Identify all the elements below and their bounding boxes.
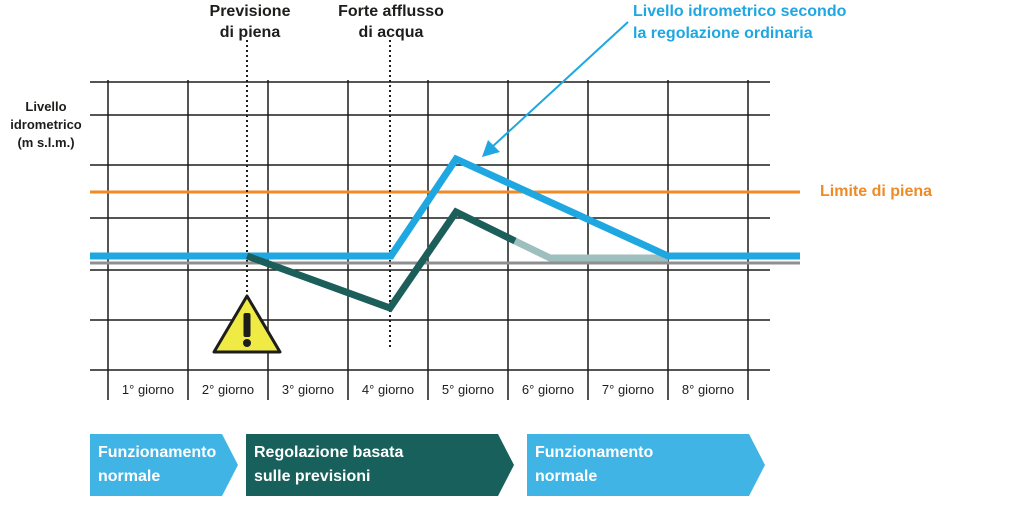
forecast-level-line — [245, 207, 517, 313]
day-label: 6° giorno — [521, 382, 575, 397]
strong-inflow-annotation: Forte afflusso di acqua — [338, 3, 444, 41]
phase-normal-operation-start: Funzionamento normale — [90, 434, 238, 496]
ordinary-level-line — [90, 154, 800, 260]
day-label: 3° giorno — [281, 382, 335, 397]
flood-limit-label: Limite di piena — [820, 183, 933, 200]
flood-forecast-annotation: Previsione di piena — [209, 3, 291, 41]
phase-forecast-regulation: Regolazione basata sulle previsioni — [246, 434, 514, 496]
day-label: 2° giorno — [201, 382, 255, 397]
day-label: 7° giorno — [601, 382, 655, 397]
warning-triangle-icon — [211, 293, 283, 355]
day-label: 4° giorno — [361, 382, 415, 397]
phase-label: Funzionamento normale — [535, 444, 654, 485]
grid — [90, 80, 770, 400]
forecast-level-line-faded — [513, 237, 668, 262]
phase-label: Regolazione basata sulle previsioni — [254, 444, 404, 485]
pointer-arrow-head — [482, 140, 500, 157]
day-label: 1° giorno — [121, 382, 175, 397]
phase-normal-operation-end: Funzionamento normale — [527, 434, 765, 496]
ordinary-level-label: Livello idrometrico secondo la regolazio… — [633, 3, 847, 42]
phase-arrow-shape — [246, 434, 514, 496]
y-axis-label: Livello idrometrico (m s.l.m.) — [10, 99, 82, 150]
phase-label: Funzionamento normale — [98, 444, 217, 485]
pointer-arrow-shaft — [491, 21, 629, 148]
day-label: 8° giorno — [681, 382, 735, 397]
day-label: 5° giorno — [441, 382, 495, 397]
phase-arrow-shape — [90, 434, 238, 496]
phase-arrow-shape — [527, 434, 765, 496]
